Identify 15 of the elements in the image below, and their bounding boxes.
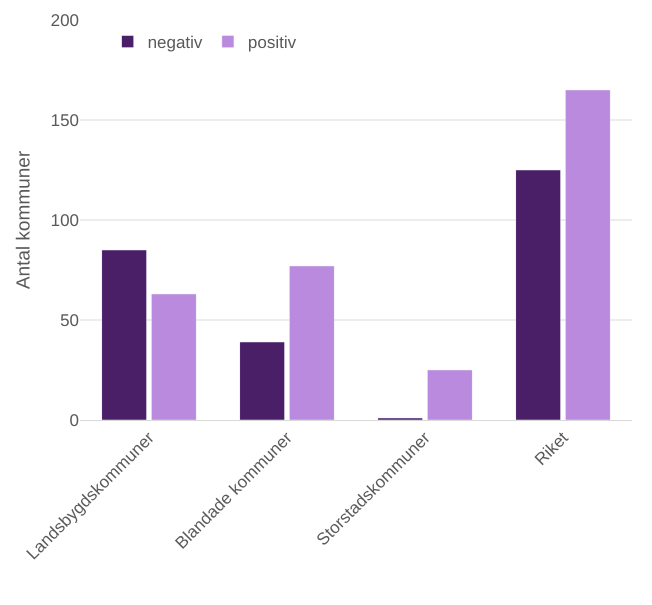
y-tick-label: 0 xyxy=(70,410,79,430)
bar xyxy=(151,294,196,420)
y-tick-label: 100 xyxy=(50,210,79,230)
bar xyxy=(427,370,472,420)
y-tick-label: 150 xyxy=(50,110,79,130)
bar xyxy=(289,266,334,420)
bar xyxy=(102,250,147,420)
legend-label: negativ xyxy=(148,33,203,52)
bar xyxy=(516,170,561,420)
bar xyxy=(565,90,610,420)
y-tick-label: 200 xyxy=(50,10,79,30)
y-tick-label: 50 xyxy=(60,310,79,330)
legend-label: positiv xyxy=(248,33,297,52)
y-axis-title: Antal kommuner xyxy=(13,150,34,290)
bar xyxy=(240,342,285,420)
